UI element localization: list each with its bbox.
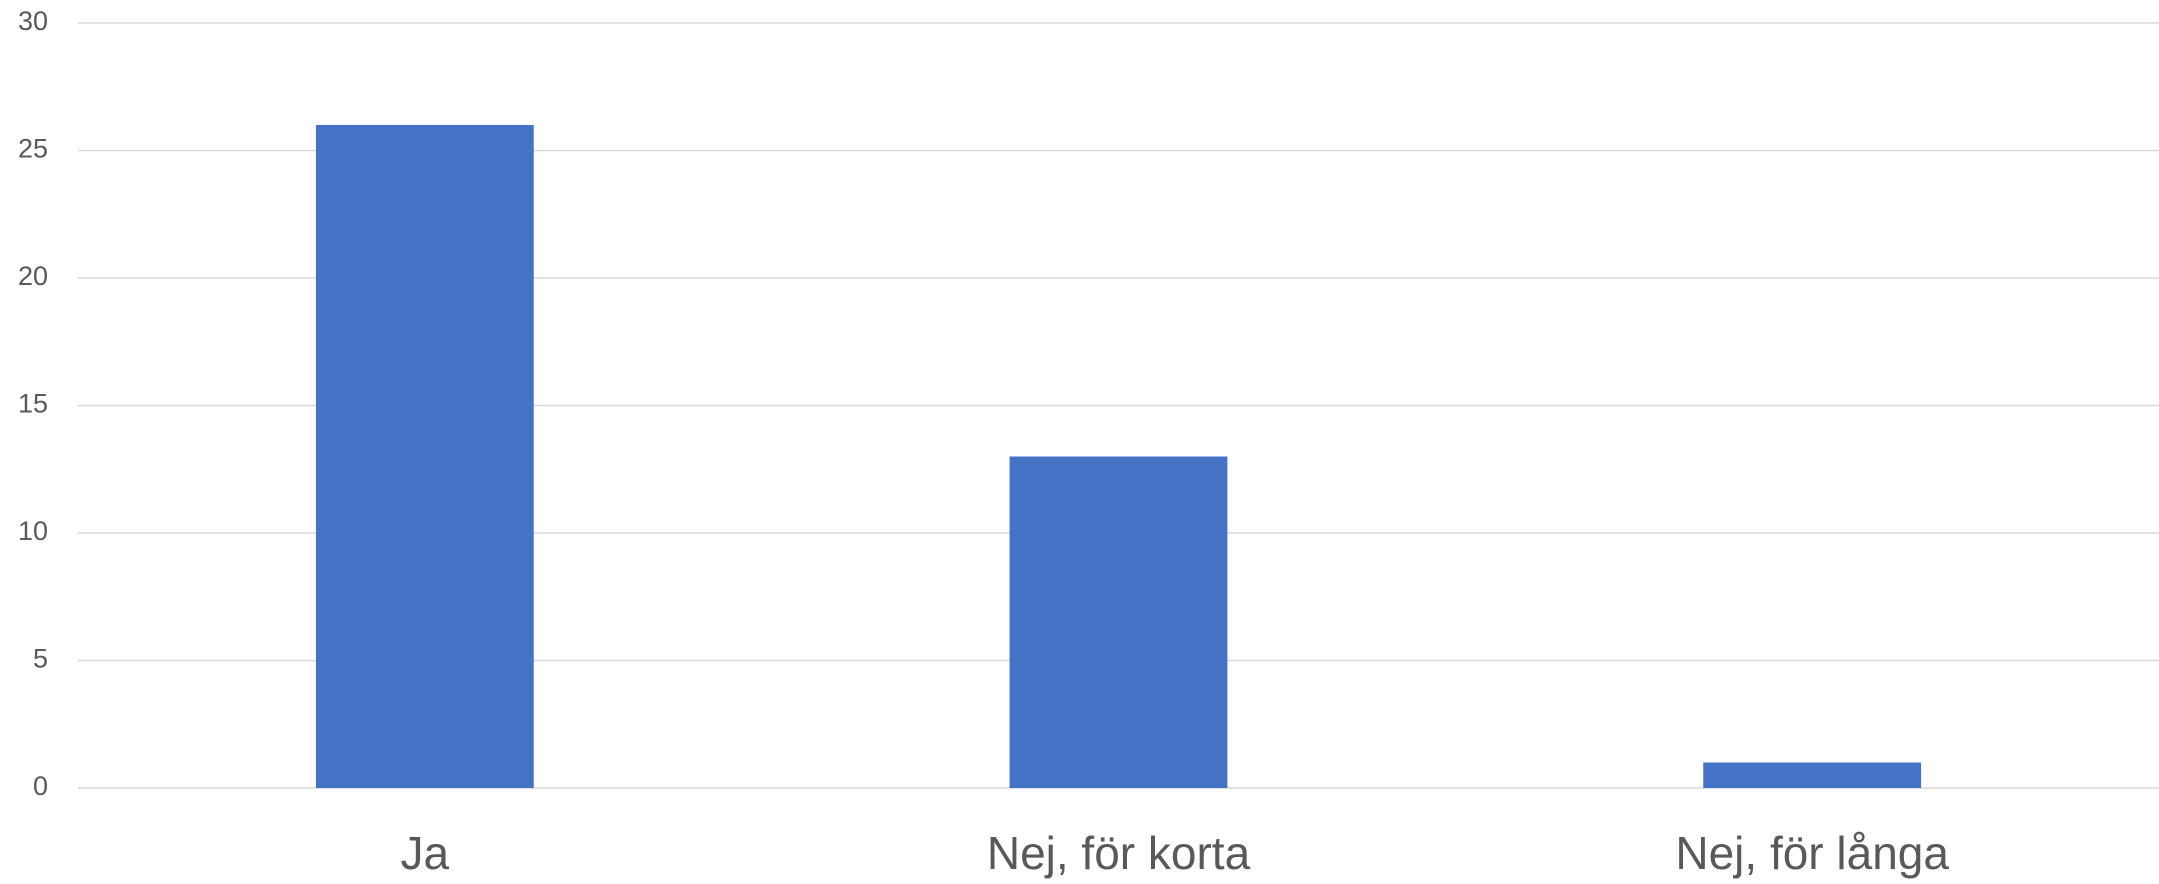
x-tick-label: Nej, för långa (1675, 827, 1949, 879)
bar (1703, 762, 1922, 788)
y-tick-label: 25 (18, 134, 48, 164)
x-tick-label: Ja (401, 827, 450, 879)
y-tick-label: 20 (18, 261, 48, 291)
y-tick-label: 5 (33, 644, 48, 674)
x-tick-label: Nej, för korta (987, 827, 1251, 879)
bar (1009, 456, 1228, 788)
y-tick-label: 10 (18, 516, 48, 546)
bar (315, 125, 534, 788)
y-tick-label: 30 (18, 6, 48, 36)
y-tick-label: 0 (33, 771, 48, 801)
y-tick-label: 15 (18, 389, 48, 419)
